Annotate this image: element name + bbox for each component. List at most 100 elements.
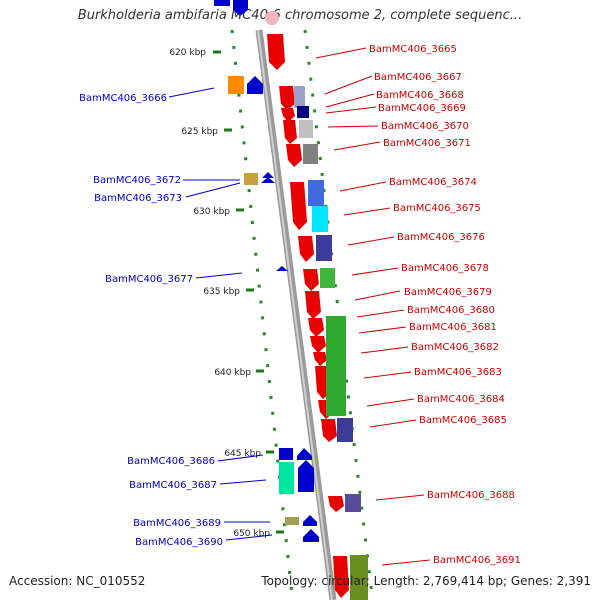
- gene-label[interactable]: BamMC406_3690: [135, 537, 223, 548]
- gene-label[interactable]: BamMC406_3668: [376, 90, 464, 101]
- gene-label[interactable]: BamMC406_3688: [427, 490, 515, 501]
- leader-line: [381, 559, 431, 566]
- left-gene-labels: BamMC406_3666 BamMC406_3672 BamMC406_367…: [79, 93, 223, 548]
- tick-label: 640 kbp: [214, 368, 251, 378]
- partial-blue-gene[interactable]: [214, 0, 230, 6]
- leader-line: [356, 309, 405, 318]
- function-bar[interactable]: [345, 494, 361, 512]
- scale-ticks: 620 kbp 625 kbp 630 kbp 635 kbp 640 kbp …: [169, 48, 284, 539]
- function-bar[interactable]: [285, 517, 299, 525]
- leader-line: [195, 272, 243, 279]
- function-bar[interactable]: [297, 106, 309, 118]
- gene-arrow[interactable]: [303, 515, 317, 526]
- gene-arrow[interactable]: [281, 108, 295, 122]
- tick-label: 620 kbp: [169, 48, 206, 58]
- leader-line: [339, 181, 387, 192]
- leader-line: [325, 106, 377, 114]
- function-bar[interactable]: [244, 173, 258, 185]
- function-bar[interactable]: [308, 180, 324, 206]
- gene-arrow[interactable]: [261, 177, 275, 183]
- leader-line: [315, 47, 367, 59]
- right-gene-labels: BamMC406_3665 BamMC406_3667 BamMC406_366…: [369, 44, 521, 566]
- gene-arrow[interactable]: [313, 352, 327, 366]
- function-bars: [294, 86, 368, 600]
- leader-line: [363, 371, 412, 379]
- function-bar[interactable]: [312, 206, 328, 232]
- gene-arrow[interactable]: [305, 291, 321, 319]
- gene-arrow[interactable]: [290, 182, 307, 230]
- leader-line: [354, 290, 401, 301]
- topology-label: Topology: circular; Length: 2,769,414 bp…: [261, 574, 591, 588]
- reverse-strand-genes: [228, 76, 319, 542]
- gene-arrow[interactable]: [321, 419, 337, 442]
- gene-arrow[interactable]: [279, 86, 295, 110]
- function-bar[interactable]: [303, 144, 318, 164]
- leader-line: [360, 346, 409, 354]
- gene-arrow[interactable]: [247, 76, 263, 94]
- function-bar[interactable]: [316, 235, 332, 261]
- leader-line: [351, 267, 399, 276]
- gene-arrow[interactable]: [279, 448, 293, 460]
- function-bar[interactable]: [299, 120, 313, 138]
- gene-arrow[interactable]: [297, 448, 312, 460]
- gene-label[interactable]: BamMC406_3673: [94, 193, 182, 204]
- partial-pink-gene[interactable]: [265, 11, 279, 25]
- gene-label[interactable]: BamMC406_3681: [409, 322, 497, 333]
- gene-arrow[interactable]: [283, 120, 297, 144]
- leader-line: [343, 207, 391, 216]
- gene-label[interactable]: BamMC406_3679: [404, 287, 492, 298]
- partial-blue-gene[interactable]: [233, 0, 248, 16]
- gene-arrow[interactable]: [328, 496, 344, 512]
- function-bar[interactable]: [326, 316, 346, 416]
- leader-line: [366, 398, 415, 407]
- function-bar[interactable]: [228, 76, 244, 94]
- gene-label[interactable]: BamMC406_3686: [127, 456, 215, 467]
- gene-arrow[interactable]: [310, 336, 326, 353]
- leader-line: [185, 182, 241, 198]
- gene-label[interactable]: BamMC406_3675: [393, 203, 481, 214]
- gene-arrow[interactable]: [298, 460, 314, 492]
- function-bar[interactable]: [294, 86, 305, 108]
- accession-label: Accession: NC_010552: [9, 574, 146, 588]
- gene-label[interactable]: BamMC406_3666: [79, 93, 167, 104]
- function-bar[interactable]: [337, 418, 353, 442]
- gene-label[interactable]: BamMC406_3669: [378, 103, 466, 114]
- gene-label[interactable]: BamMC406_3677: [105, 274, 193, 285]
- leader-line: [325, 93, 375, 108]
- gene-label[interactable]: BamMC406_3676: [397, 232, 485, 243]
- leader-line: [327, 125, 379, 128]
- gene-label[interactable]: BamMC406_3667: [374, 72, 462, 83]
- gene-arrow[interactable]: [262, 172, 274, 178]
- leader-line: [375, 494, 425, 501]
- gene-arrow[interactable]: [267, 34, 285, 70]
- gene-label[interactable]: BamMC406_3683: [414, 367, 502, 378]
- forward-strand-genes: [267, 34, 349, 598]
- gene-arrow[interactable]: [333, 556, 349, 598]
- gene-label[interactable]: BamMC406_3665: [369, 44, 457, 55]
- gene-arrow[interactable]: [308, 318, 324, 337]
- gene-label[interactable]: BamMC406_3685: [419, 415, 507, 426]
- function-bar[interactable]: [350, 555, 368, 600]
- gene-label[interactable]: BamMC406_3671: [383, 138, 471, 149]
- leader-line: [358, 326, 407, 334]
- tick-label: 630 kbp: [193, 207, 230, 217]
- gene-label[interactable]: BamMC406_3691: [433, 555, 521, 566]
- gene-label[interactable]: BamMC406_3684: [417, 394, 505, 405]
- gene-arrow[interactable]: [303, 269, 319, 291]
- gene-label[interactable]: BamMC406_3670: [381, 121, 469, 132]
- gene-label[interactable]: BamMC406_3678: [401, 263, 489, 274]
- gene-arrow[interactable]: [276, 266, 288, 271]
- gene-label[interactable]: BamMC406_3672: [93, 175, 181, 186]
- gene-label[interactable]: BamMC406_3687: [129, 480, 217, 491]
- gene-label[interactable]: BamMC406_3680: [407, 305, 495, 316]
- gene-label[interactable]: BamMC406_3689: [133, 518, 221, 529]
- gene-arrow[interactable]: [303, 529, 319, 542]
- function-bar[interactable]: [320, 268, 335, 288]
- gene-arrow[interactable]: [298, 236, 314, 262]
- gene-label[interactable]: BamMC406_3682: [411, 342, 499, 353]
- gene-arrow[interactable]: [286, 144, 302, 167]
- function-bar[interactable]: [279, 462, 294, 494]
- gene-label[interactable]: BamMC406_3674: [389, 177, 477, 188]
